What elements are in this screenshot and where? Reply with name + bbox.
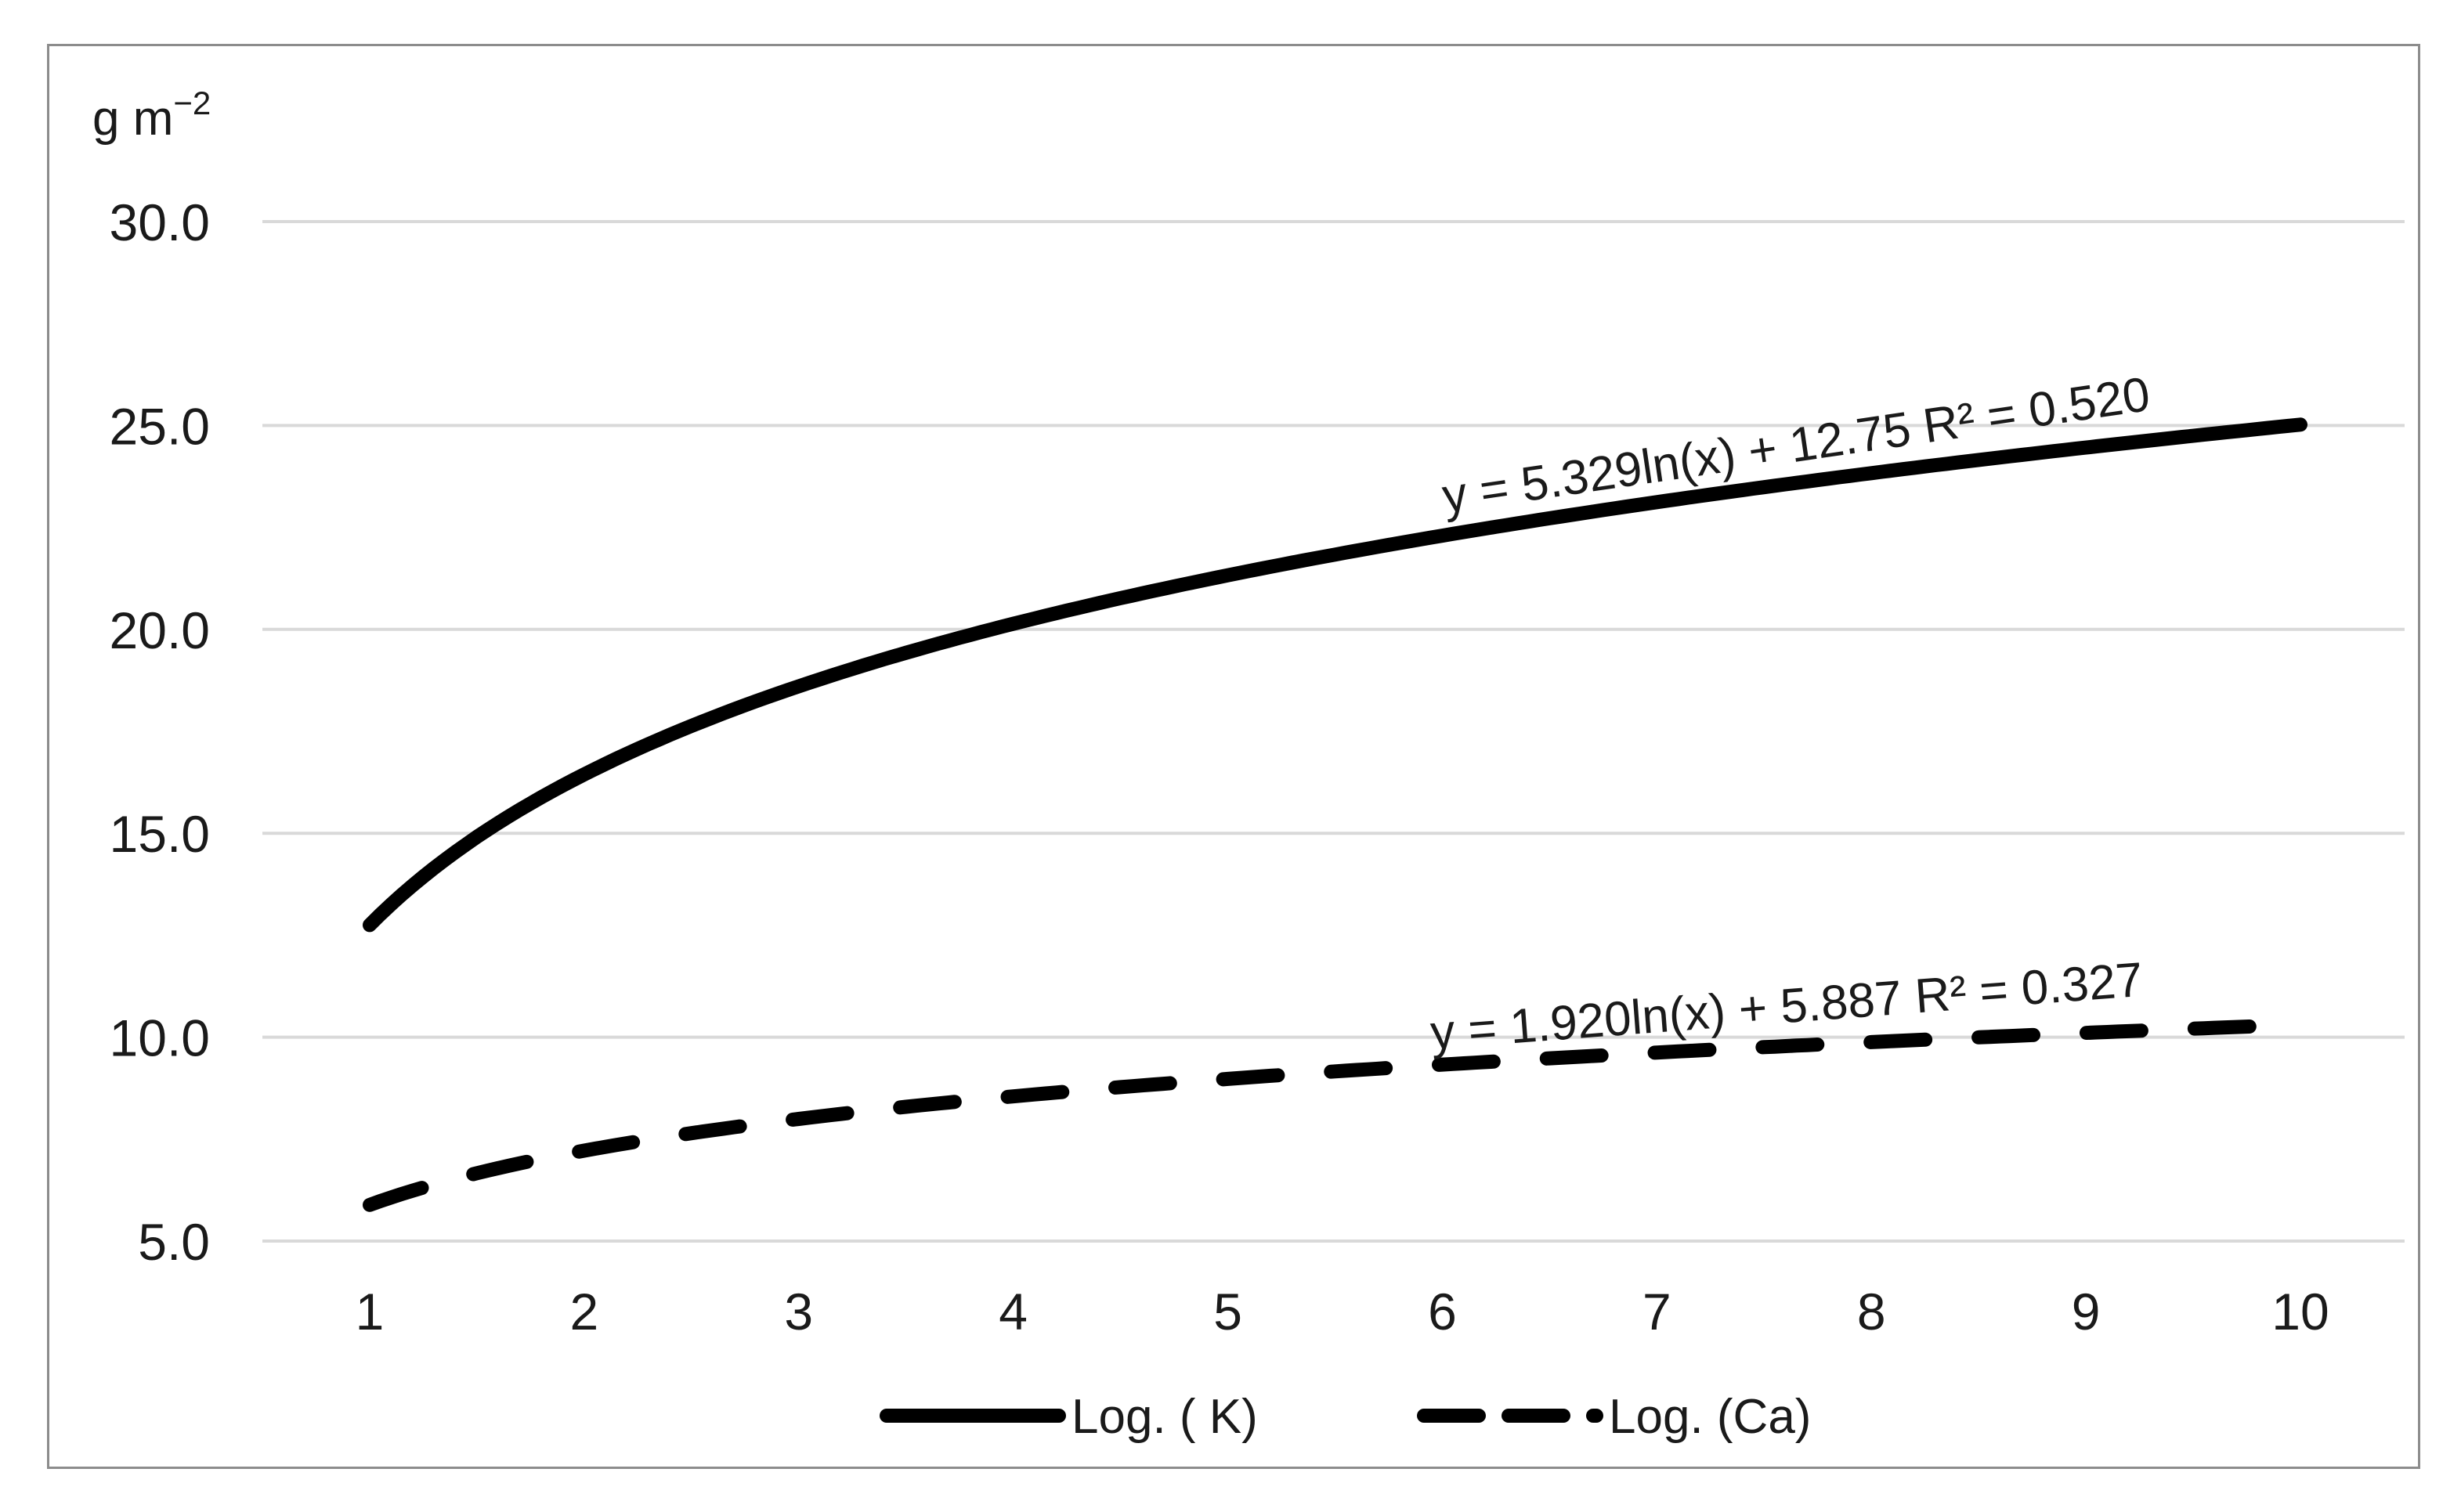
x-tick-label: 10: [2271, 1283, 2329, 1341]
y-axis-unit-exponent: −2: [173, 85, 211, 121]
x-tick-layer: 1 2 3 4 5 6 7 8 9 10: [356, 1283, 2329, 1341]
x-tick-label: 2: [570, 1283, 599, 1341]
chart-frame: [47, 44, 2420, 1469]
y-tick-label: 10.0: [110, 1009, 210, 1067]
legend: Log. ( K) Log. (Ca): [880, 1390, 1811, 1444]
x-tick-label: 3: [784, 1283, 813, 1341]
x-tick-label: 8: [1857, 1283, 1886, 1341]
y-tick-label: 5.0: [138, 1213, 210, 1271]
x-tick-label: 5: [1213, 1283, 1242, 1341]
x-tick-label: 6: [1428, 1283, 1457, 1341]
series-layer: [363, 417, 2307, 1212]
legend-label-k: Log. ( K): [1071, 1390, 1258, 1444]
x-tick-label: 1: [356, 1283, 385, 1341]
y-axis-unit-label: g m−2: [92, 85, 211, 146]
series-line-k: [363, 417, 2307, 933]
x-tick-label: 4: [999, 1283, 1028, 1341]
legend-label-ca: Log. (Ca): [1609, 1390, 1811, 1444]
y-tick-label: 30.0: [110, 193, 210, 251]
y-tick-layer: 5.0 10.0 15.0 20.0 25.0 30.0: [110, 193, 210, 1271]
data-point-ca: [2299, 1023, 2302, 1026]
y-tick-label: 20.0: [110, 601, 210, 659]
y-axis-unit-base: g m: [92, 92, 173, 146]
series-line-ca: [363, 1017, 2307, 1212]
grid-layer: [262, 220, 2405, 1243]
y-tick-label: 15.0: [110, 805, 210, 863]
x-tick-label: 7: [1642, 1283, 1671, 1341]
y-tick-label: 25.0: [110, 397, 210, 455]
x-tick-label: 9: [2072, 1283, 2101, 1341]
